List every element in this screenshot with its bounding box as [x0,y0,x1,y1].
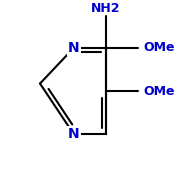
Text: OMe: OMe [144,84,175,98]
Text: OMe: OMe [144,41,175,54]
Text: N: N [68,41,80,55]
Text: N: N [68,127,80,141]
Text: NH2: NH2 [91,2,121,15]
